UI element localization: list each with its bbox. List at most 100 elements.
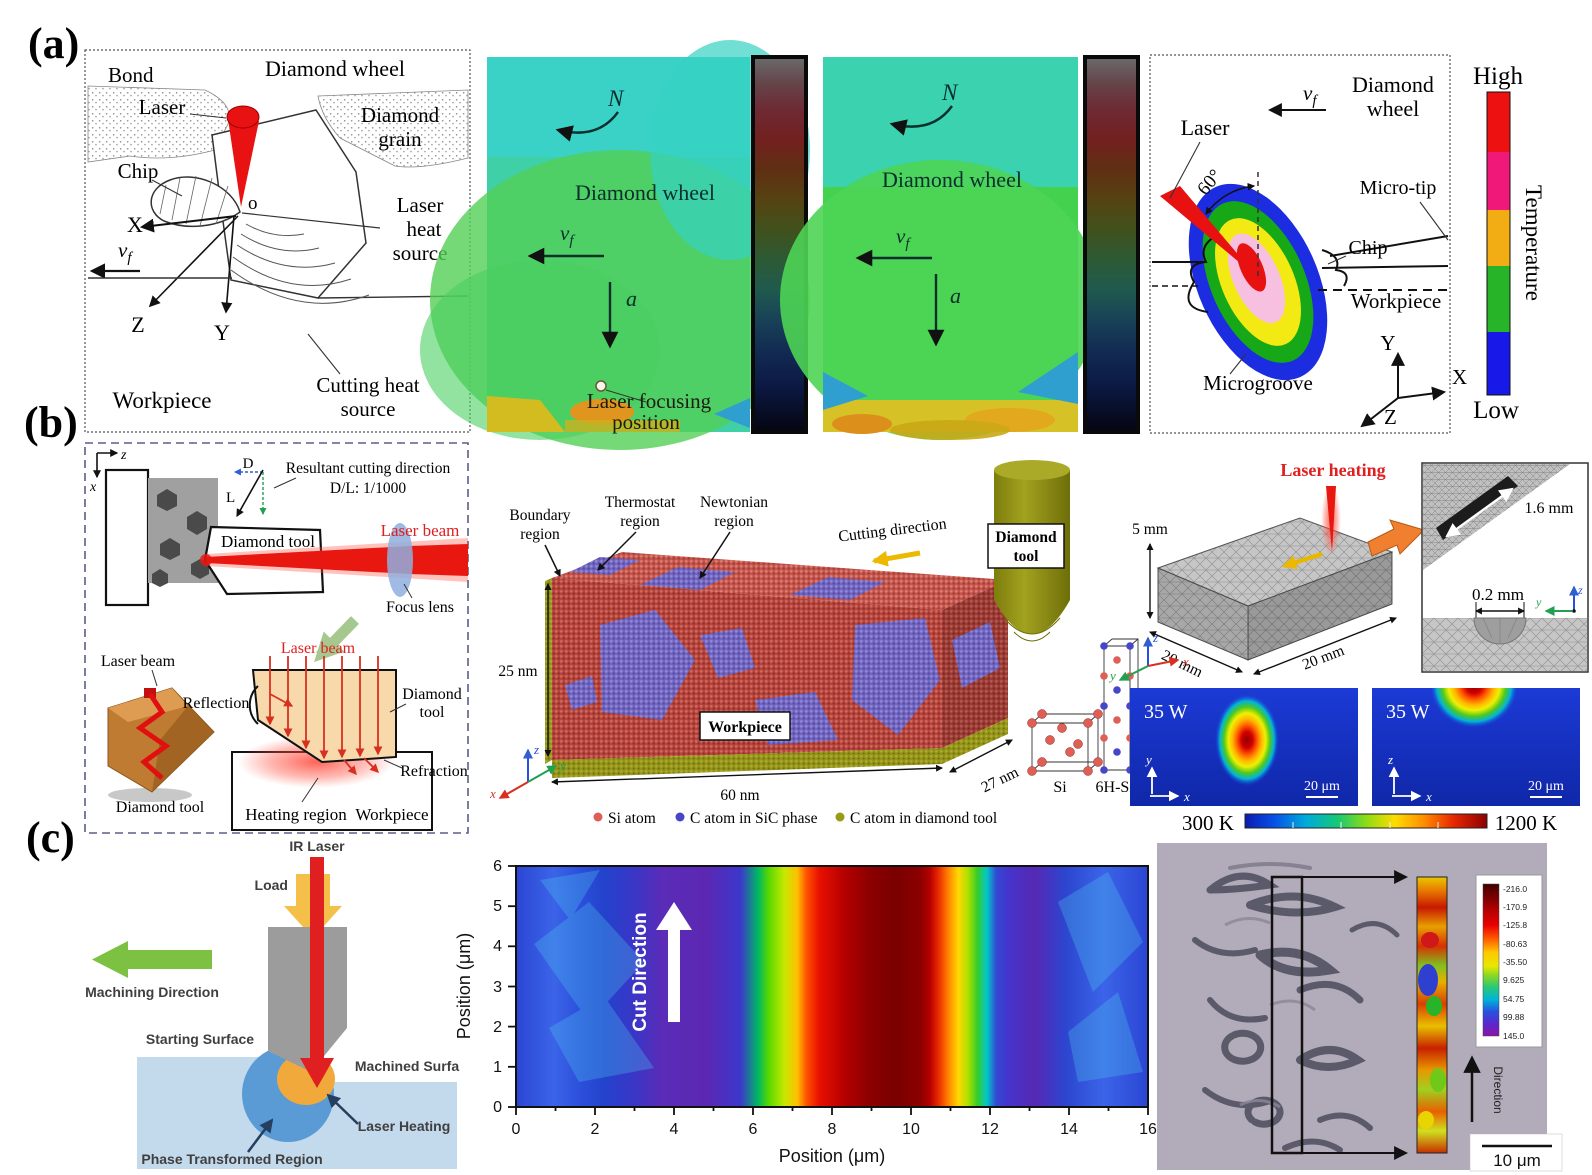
chip-leader [151,179,183,197]
optics-workpiece-label: Workpiece [355,805,428,824]
thermostat-region-2: region [620,513,660,530]
cutting-heat-label-2: source [341,397,396,421]
dim-27nm: 27 nm [979,764,1022,796]
l-label: L [226,490,235,506]
groove-length-arrow [1445,487,1514,538]
legend-low: Low [1473,397,1519,424]
stress-scale-legend: -216.0 -170.9 -125.8 -80.63 -35.50 9.625… [1475,874,1543,1048]
optics-axes: z x [89,448,127,495]
thermostat-region-1: Thermostat [605,494,676,511]
cutting-heat-leader [307,333,341,375]
chip-outline-left [1187,235,1217,313]
si-crystal-label: Si [1053,779,1067,796]
panel-b-label: (b) [24,398,78,447]
y-tick-4: 4 [493,938,502,955]
inset-pointer-arrow [1367,519,1425,557]
micro-wheel-label-2: wheel [1367,96,1420,121]
y-tick-3: 3 [493,979,502,996]
thermal2-vf-label: vf [896,224,911,252]
fem-laser-beam [1326,486,1336,552]
cutting-tool [268,927,347,1072]
thermal2-colorbar [1083,55,1140,434]
x-tick-8: 8 [828,1121,837,1138]
panel-c-lam-schematic: IR Laser Load Machining Direction Starti… [85,838,459,1169]
md-axis-x: x [489,786,496,801]
x-tick-0: 0 [512,1121,521,1138]
panel-c-label: (c) [26,813,75,862]
md-workpiece-label: Workpiece [708,719,782,736]
panel-a-label: (a) [28,19,79,68]
micro-tip-label: Micro-tip [1360,177,1437,199]
micro-axis-z: Z [1384,405,1397,429]
panel-a-temperature-legend: High Temperature Low [1473,63,1546,424]
thermal2-orange-3 [890,420,1010,440]
rotation-arrow-2 [889,105,953,136]
thermal1-hot-corner [487,396,565,432]
gem-tool-label: Diamond tool [116,799,205,816]
c-diamond-dot [835,812,845,822]
panel-b-fem-model: Laser heating 5 mm 20 mm 20 mm z x y 1.6… [1108,460,1589,835]
thermal2-wheel-label: Diamond wheel [882,167,1022,192]
fem-cut-arrow [1281,551,1323,570]
map2-axis-x: x [1425,789,1432,804]
x-tick-14: 14 [1060,1121,1078,1138]
diamond-grain-label-1: Diamond [361,103,440,127]
gem-beam-leader [151,669,158,687]
dim-5mm: 5 mm [1132,521,1168,538]
resultant-leader [273,477,297,489]
thermal2-blue-wedge-left [823,372,868,410]
dim-20mm-right-arrow [1253,616,1397,676]
dim-20mm-left-arrow [1149,631,1243,673]
starting-surface-label: Starting Surface [146,1031,254,1047]
contour-ylabel: Position (μm) [454,933,474,1039]
md-front-patches [565,610,940,745]
dl-ratio-diagram: D L [226,456,267,518]
wheel-body [104,468,150,607]
laser-heat-leader [241,212,381,229]
micrograph-scalebar: 10 μm [1469,1133,1563,1172]
fem-thermal-map-xz: 35 W z x 20 μm [1372,688,1580,806]
x-tick-12: 12 [981,1121,999,1138]
focus-leader [605,389,647,403]
c-sic-dot [675,812,685,822]
optics-axis-x: x [89,480,97,495]
thermal2-blue-wedge-right [1018,352,1078,404]
load-label: Load [255,877,288,893]
cutting-heat-contours [230,223,370,304]
boundary-region-2: region [520,526,560,543]
wheel-speed-label: N [607,86,625,111]
tool-section-label-1: Diamond [402,686,462,703]
reflection-label: Reflection [183,695,250,712]
chip-outline-right [1321,249,1348,287]
x-tick-6: 6 [749,1121,758,1138]
angle-arc [1205,182,1256,215]
md-axis-z: z [533,742,539,757]
panel-a-thermal-1: N Diamond wheel vf a Laser focusing posi… [420,40,810,450]
beam-focus-point [200,554,212,566]
chip-highlights [1224,917,1316,1109]
focus-lens-label: Focus lens [386,599,454,616]
panel-c-contour-plot: Cut Direction 0 2 4 6 8 10 12 14 16 0 1 … [454,858,1157,1166]
md-axes: z y x [489,742,566,801]
cutting-direction-arrow [871,550,921,567]
fem-colorbar [1244,813,1488,829]
micro-laser-leader [1169,141,1201,199]
rotation-arrow [555,111,619,142]
inset-axis-z: z [1577,583,1583,597]
map2-axes [1388,766,1422,802]
beam-ray-arrows [265,656,383,776]
legend-high: High [1473,63,1524,90]
bond-label: Bond [108,63,154,87]
x-axis-ticks [515,1107,1149,1115]
panel-a-grinding-schematic: Bond Diamond wheel Laser Diamond grain C… [84,49,471,433]
y-tick-0: 0 [493,1099,502,1116]
tool-section-label-2: tool [420,704,445,721]
thermal1-blue-wedge [714,398,750,428]
micro-vf-label: vf [1303,81,1318,109]
fem-axis-x: x [1182,654,1189,669]
md-legend: Si atom C atom in SiC phase C atom in di… [593,810,997,827]
phase-region-label: Phase Transformed Region [141,1151,322,1167]
axis-x-label: X [127,212,143,237]
newtonian-region-1: Newtonian [700,494,768,511]
